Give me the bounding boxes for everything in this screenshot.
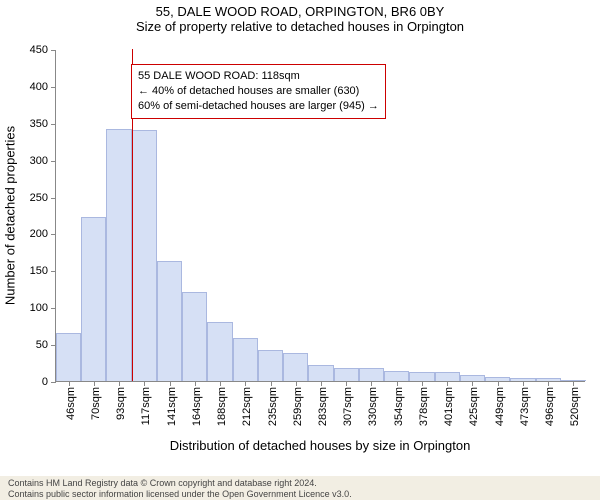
page-title: 55, DALE WOOD ROAD, ORPINGTON, BR6 0BY: [0, 0, 600, 19]
chart-container: 0 50 100 150 200 250 300 350 400 450 46sqm 70sqm 93s…: [0, 38, 600, 458]
x-tick-label: 425sqm: [468, 387, 480, 426]
x-tick-label: 330sqm: [367, 387, 379, 426]
x-tick: [397, 381, 398, 386]
x-tick-label: 141sqm: [166, 387, 178, 426]
histogram-bar: [384, 371, 409, 381]
histogram-bar: [258, 350, 283, 381]
x-tick: [573, 381, 574, 386]
x-tick-label: 378sqm: [418, 387, 430, 426]
y-tick-label: 100: [30, 302, 48, 314]
x-tick: [523, 381, 524, 386]
annotation-line: ← 40% of detached houses are smaller (63…: [138, 84, 379, 99]
x-tick: [69, 381, 70, 386]
x-tick: [220, 381, 221, 386]
histogram-bar: [157, 261, 182, 381]
x-tick-label: 93sqm: [115, 387, 127, 420]
y-tick-label: 300: [30, 155, 48, 167]
x-tick-label: 473sqm: [519, 387, 531, 426]
x-tick: [472, 381, 473, 386]
annotation-line: 60% of semi-detached houses are larger (…: [138, 99, 379, 114]
plot-area: 05010015020025030035040045046sqm70sqm93s…: [55, 50, 585, 382]
page-subtitle: Size of property relative to detached ho…: [0, 19, 600, 36]
histogram-bar: [207, 322, 232, 381]
annotation-line: 55 DALE WOOD ROAD: 118sqm: [138, 69, 379, 84]
y-tick-label: 200: [30, 228, 48, 240]
histogram-bar: [359, 368, 384, 381]
y-tick: [51, 161, 56, 162]
x-tick-label: 164sqm: [191, 387, 203, 426]
x-tick-label: 235sqm: [267, 387, 279, 426]
y-tick-label: 0: [42, 376, 48, 388]
y-tick: [51, 124, 56, 125]
annotation-box: 55 DALE WOOD ROAD: 118sqm← 40% of detach…: [131, 64, 386, 119]
x-tick-label: 496sqm: [544, 387, 556, 426]
histogram-bar: [81, 217, 106, 381]
y-tick-label: 250: [30, 192, 48, 204]
histogram-bar: [283, 353, 308, 381]
histogram-bar: [106, 129, 131, 381]
x-tick-label: 46sqm: [65, 387, 77, 420]
x-tick: [195, 381, 196, 386]
x-tick: [321, 381, 322, 386]
x-tick-label: 354sqm: [393, 387, 405, 426]
y-tick: [51, 87, 56, 88]
y-tick-label: 50: [36, 339, 48, 351]
y-tick: [51, 271, 56, 272]
x-tick-label: 259sqm: [292, 387, 304, 426]
x-tick: [498, 381, 499, 386]
x-tick: [422, 381, 423, 386]
y-tick: [51, 382, 56, 383]
x-tick: [170, 381, 171, 386]
x-tick: [296, 381, 297, 386]
y-tick: [51, 50, 56, 51]
y-tick: [51, 198, 56, 199]
y-tick: [51, 308, 56, 309]
footer-line-1: Contains HM Land Registry data © Crown c…: [8, 478, 592, 488]
x-tick-label: 70sqm: [90, 387, 102, 420]
histogram-bar: [334, 368, 359, 381]
x-tick: [271, 381, 272, 386]
attribution-footer: Contains HM Land Registry data © Crown c…: [0, 476, 600, 500]
y-tick-label: 350: [30, 118, 48, 130]
y-tick-label: 400: [30, 81, 48, 93]
x-tick: [346, 381, 347, 386]
x-tick-label: 401sqm: [443, 387, 455, 426]
x-tick: [447, 381, 448, 386]
histogram-bar: [308, 365, 333, 381]
histogram-bar: [56, 333, 81, 381]
histogram-bar: [132, 130, 157, 381]
x-tick: [245, 381, 246, 386]
histogram-bar: [435, 372, 460, 381]
x-tick-label: 212sqm: [241, 387, 253, 426]
x-tick-label: 307sqm: [342, 387, 354, 426]
x-tick: [548, 381, 549, 386]
x-tick: [119, 381, 120, 386]
x-tick: [94, 381, 95, 386]
histogram-bar: [233, 338, 258, 381]
histogram-bar: [409, 372, 434, 381]
x-tick-label: 188sqm: [216, 387, 228, 426]
y-tick: [51, 234, 56, 235]
x-tick: [371, 381, 372, 386]
x-tick-label: 117sqm: [140, 387, 152, 425]
histogram-bar: [182, 292, 207, 381]
x-tick-label: 520sqm: [569, 387, 581, 426]
x-axis-label: Distribution of detached houses by size …: [55, 438, 585, 453]
footer-line-2: Contains public sector information licen…: [8, 489, 592, 499]
x-tick: [144, 381, 145, 386]
y-tick-label: 450: [30, 44, 48, 56]
x-tick-label: 283sqm: [317, 387, 329, 426]
x-tick-label: 449sqm: [494, 387, 506, 426]
y-axis-label: Number of detached properties: [3, 116, 18, 316]
y-tick-label: 150: [30, 265, 48, 277]
